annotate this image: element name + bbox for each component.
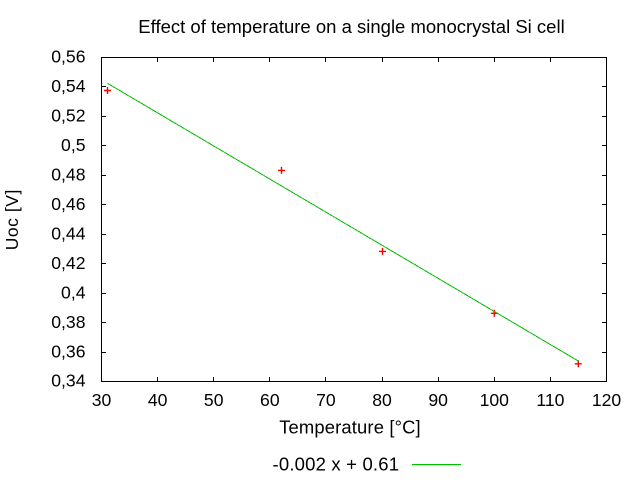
svg-text:0,38: 0,38 bbox=[51, 312, 85, 332]
svg-text:90: 90 bbox=[428, 390, 448, 410]
svg-text:100: 100 bbox=[480, 390, 510, 410]
svg-text:0,42: 0,42 bbox=[51, 253, 85, 273]
svg-text:Effect of temperature on a sin: Effect of temperature on a single monocr… bbox=[138, 16, 564, 37]
svg-text:30: 30 bbox=[92, 390, 112, 410]
svg-text:0,4: 0,4 bbox=[61, 282, 86, 302]
svg-text:0,56: 0,56 bbox=[51, 47, 85, 67]
svg-text:0,34: 0,34 bbox=[51, 371, 85, 391]
svg-text:0,52: 0,52 bbox=[51, 106, 85, 126]
svg-text:0,5: 0,5 bbox=[61, 135, 86, 155]
svg-text:70: 70 bbox=[316, 390, 336, 410]
svg-text:0,36: 0,36 bbox=[51, 341, 85, 361]
svg-text:50: 50 bbox=[204, 390, 224, 410]
svg-text:110: 110 bbox=[536, 390, 564, 410]
svg-text:80: 80 bbox=[372, 390, 392, 410]
svg-text:Temperature [°C]: Temperature [°C] bbox=[279, 417, 421, 438]
svg-text:40: 40 bbox=[148, 390, 168, 410]
svg-text:0,48: 0,48 bbox=[51, 165, 85, 185]
svg-text:120: 120 bbox=[592, 390, 622, 410]
svg-text:Uoc [V]: Uoc [V] bbox=[2, 189, 22, 250]
svg-text:0,54: 0,54 bbox=[51, 76, 85, 96]
svg-text:0,46: 0,46 bbox=[51, 194, 85, 214]
svg-text:60: 60 bbox=[260, 390, 280, 410]
svg-text:0,44: 0,44 bbox=[51, 223, 85, 243]
svg-text:-0.002 x + 0.61: -0.002 x + 0.61 bbox=[273, 453, 400, 474]
